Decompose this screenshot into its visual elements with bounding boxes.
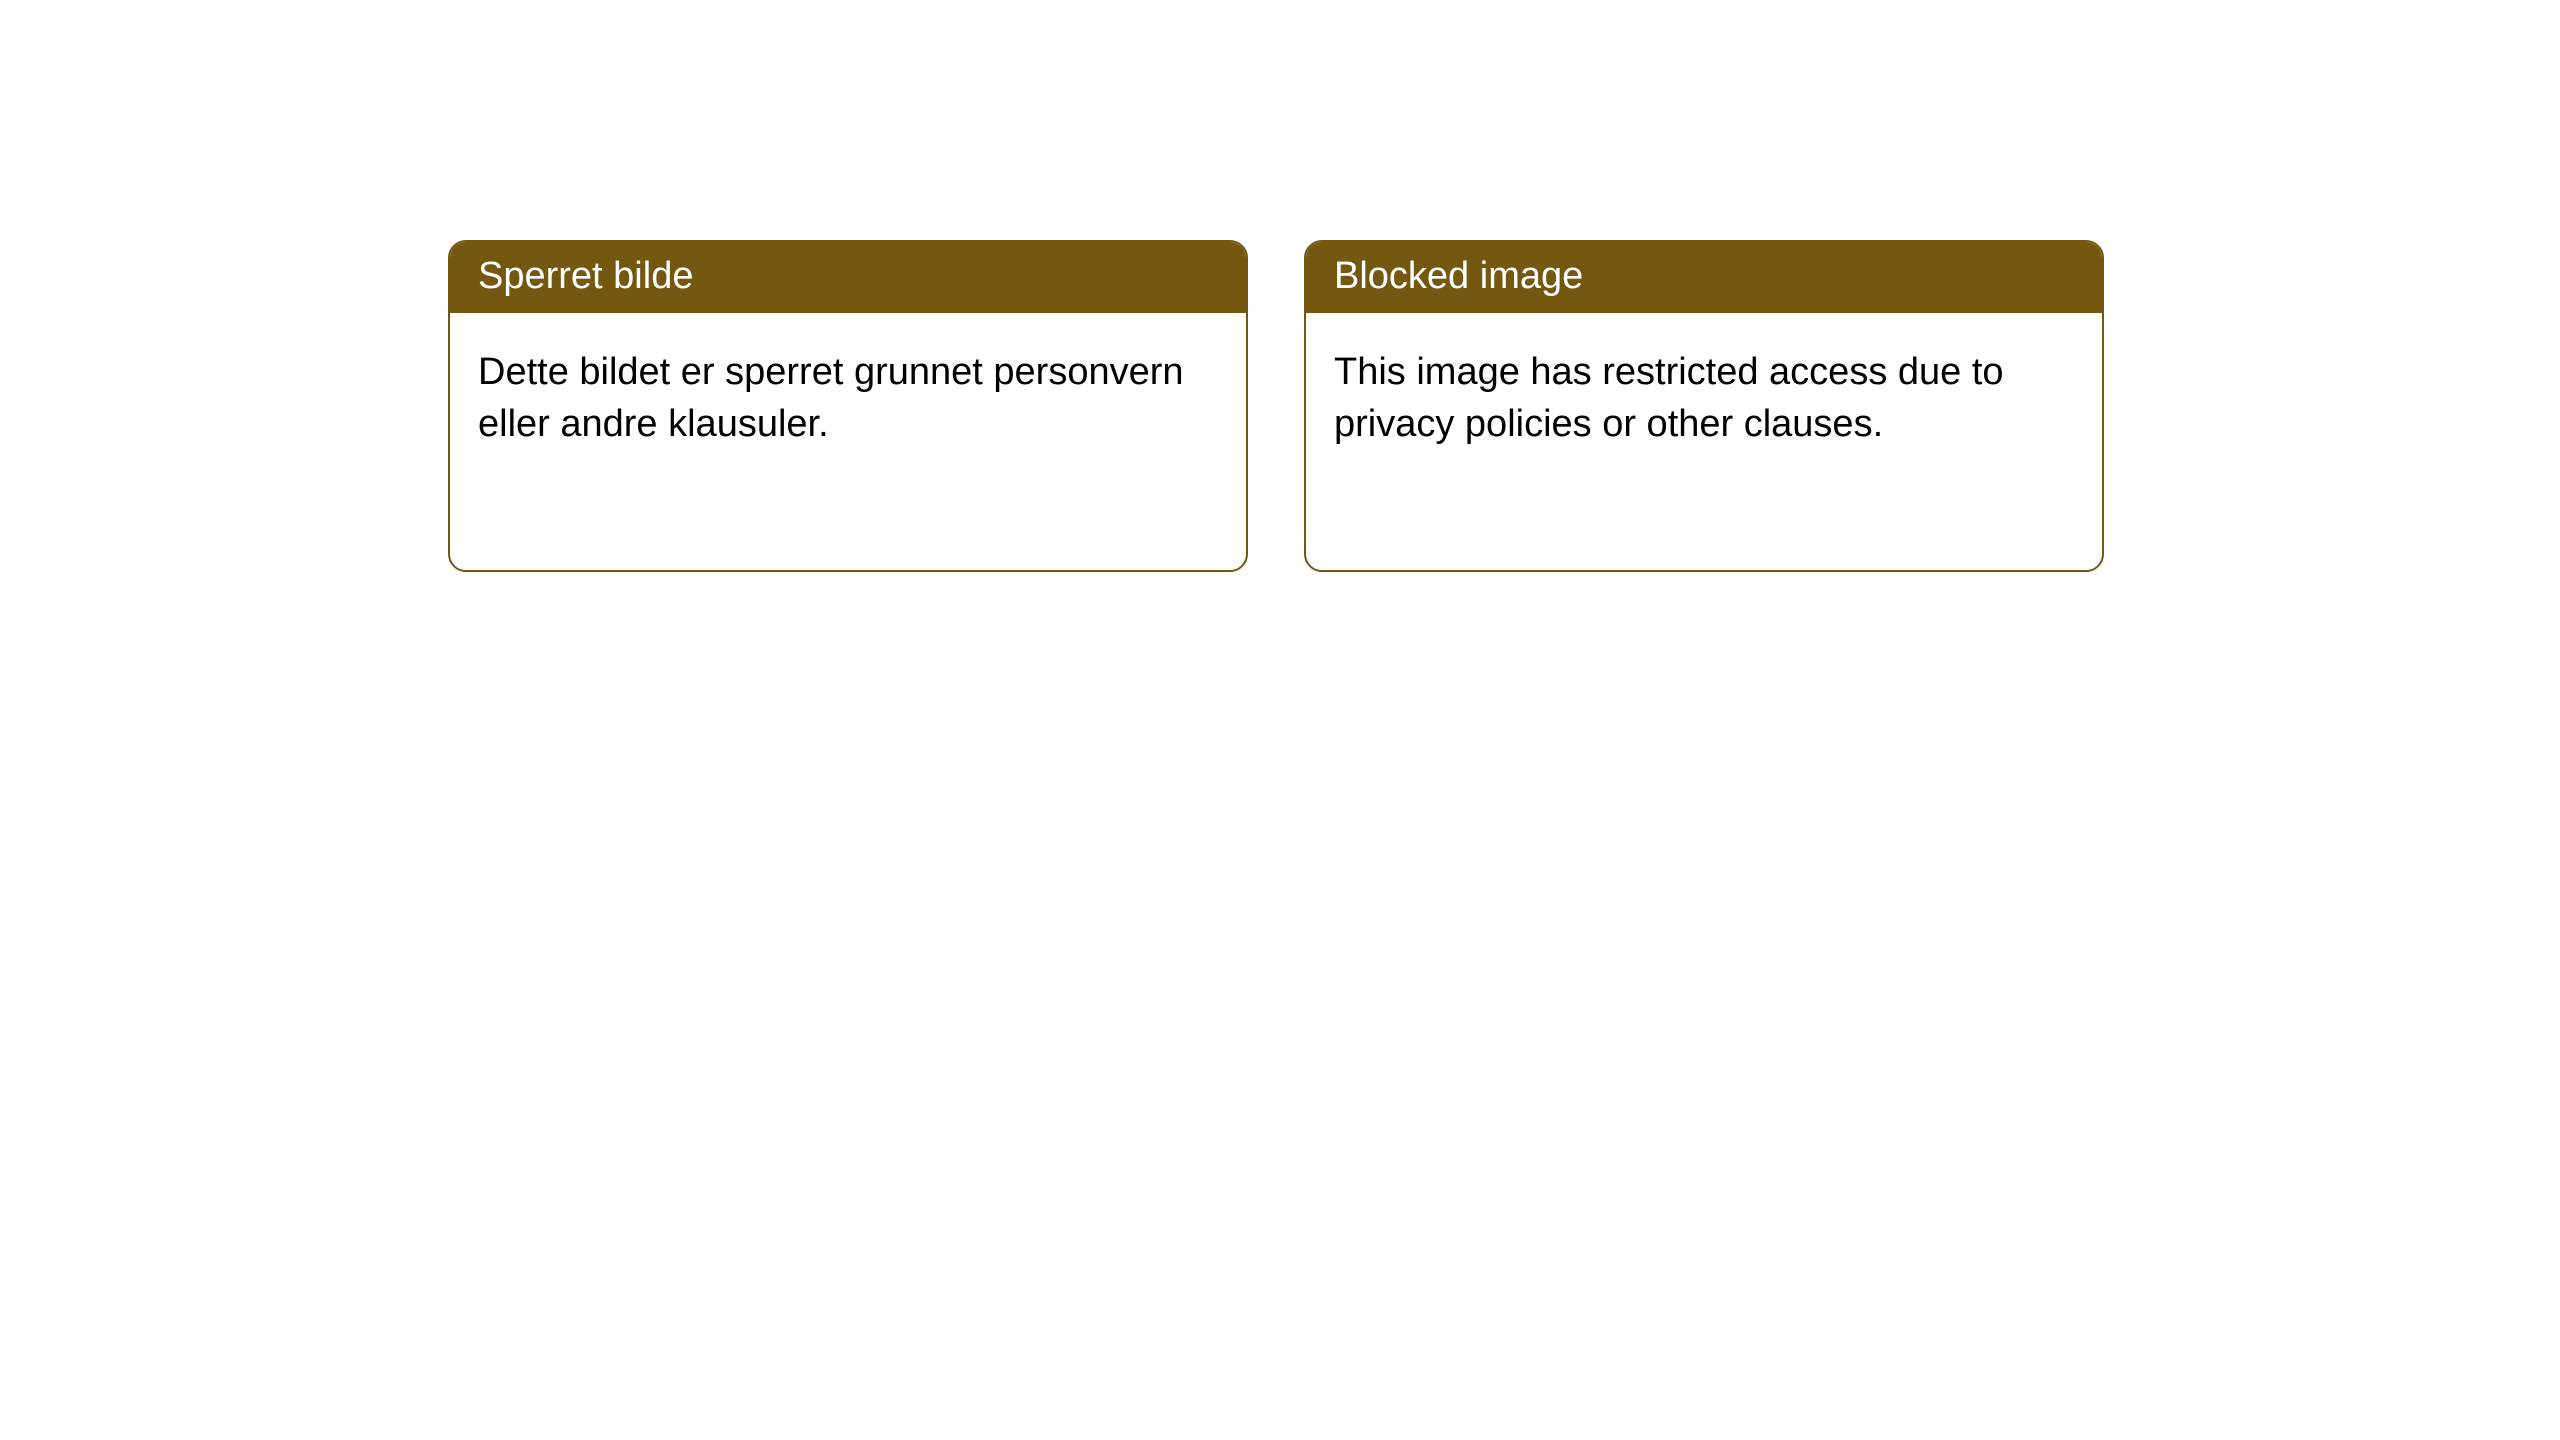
notice-header-norwegian: Sperret bilde <box>450 242 1246 313</box>
notice-card-norwegian: Sperret bilde Dette bildet er sperret gr… <box>448 240 1248 572</box>
notice-body-english: This image has restricted access due to … <box>1306 313 2102 484</box>
notice-body-norwegian: Dette bildet er sperret grunnet personve… <box>450 313 1246 484</box>
notice-card-english: Blocked image This image has restricted … <box>1304 240 2104 572</box>
notice-header-english: Blocked image <box>1306 242 2102 313</box>
notice-container: Sperret bilde Dette bildet er sperret gr… <box>0 0 2560 572</box>
